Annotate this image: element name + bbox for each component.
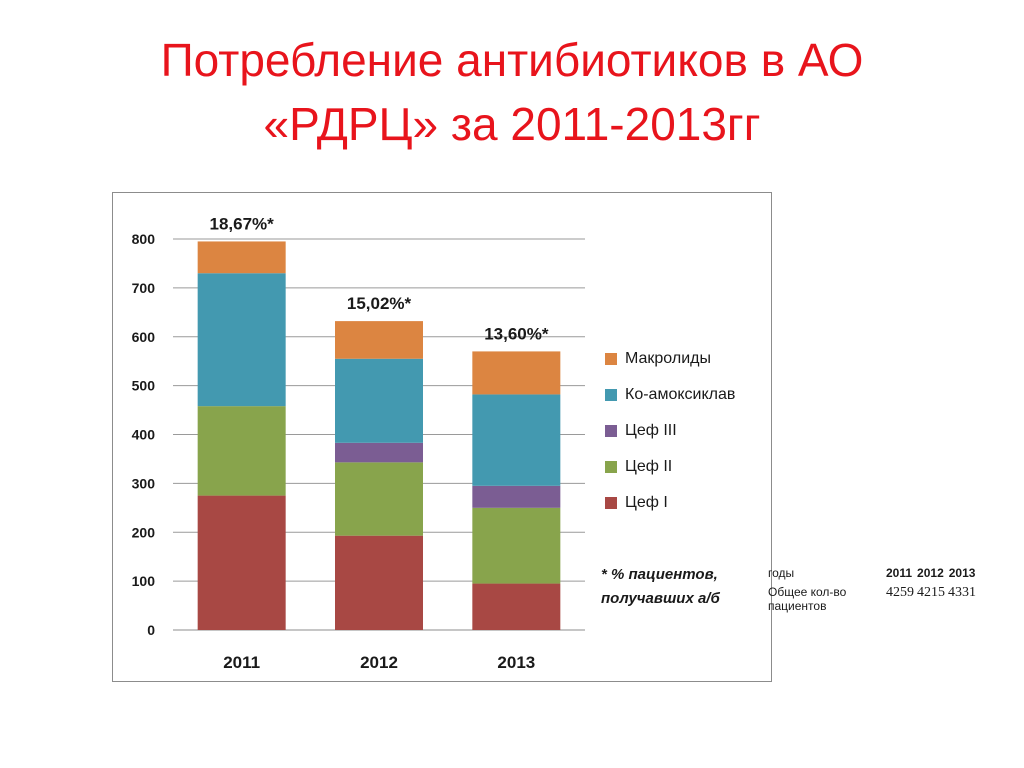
patients-2012: 4215 — [917, 585, 945, 600]
legend-swatch — [605, 497, 617, 509]
bar-segment — [335, 535, 423, 630]
bar-segment — [335, 321, 423, 359]
patients-table-value-row: Общее кол-во пациентов 4259 4215 4331 — [768, 585, 1008, 613]
chart-footnote: * % пациентов, получавших а/б — [601, 566, 720, 607]
bar-segment — [335, 442, 423, 463]
y-tick-label: 800 — [132, 231, 156, 247]
bar-segment — [197, 495, 286, 630]
slide-title-line2: «РДРЦ» за 2011-2013гг — [263, 98, 761, 150]
chart-legend: Макролиды Ко-амоксиклав Цеф III Цеф II Цеф I — [605, 341, 735, 521]
legend-label: Цеф III — [625, 422, 677, 439]
y-tick-label: 100 — [132, 573, 156, 589]
legend-item: Цеф I — [605, 485, 735, 521]
patients-table: годы 2011 2012 2013 Общее кол-во пациент… — [768, 566, 1008, 613]
bar-segment — [472, 394, 561, 486]
chart-frame: 0 100 200 300 400 500 600 700 800 18,67%* 2011 15,0… — [112, 192, 772, 682]
legend-item: Цеф III — [605, 413, 735, 449]
bar-segment — [197, 406, 286, 496]
bar-segment — [197, 241, 286, 274]
legend-item: Макролиды — [605, 341, 735, 377]
year-2013: 2013 — [948, 566, 976, 580]
years-label: годы — [768, 566, 795, 580]
legend-label: Макролиды — [625, 350, 711, 367]
x-category-label: 2011 — [223, 653, 260, 672]
legend-item: Цеф II — [605, 449, 735, 485]
y-tick-label: 200 — [132, 524, 156, 540]
slide-title: Потребление антибиотиков в АО «РДРЦ» за … — [0, 28, 1024, 156]
bar-segment — [335, 462, 423, 536]
bar-segment — [335, 358, 423, 443]
y-tick-label: 400 — [132, 427, 156, 443]
y-tick-label: 0 — [147, 622, 155, 638]
patients-table-header-row: годы 2011 2012 2013 — [768, 566, 1008, 580]
bar-data-label: 18,67%* — [210, 214, 275, 233]
y-tick-label: 300 — [132, 475, 156, 491]
bar-segment — [472, 583, 561, 630]
legend-label: Ко-амоксиклав — [625, 386, 736, 403]
patients-total-label: Общее кол-во пациентов — [768, 585, 847, 613]
y-tick-label: 700 — [132, 280, 156, 296]
patients-2013: 4331 — [948, 585, 976, 600]
bar-data-label: 15,02%* — [347, 294, 412, 313]
bar-segment — [472, 351, 561, 395]
y-tick-label: 500 — [132, 378, 156, 394]
legend-label: Цеф I — [625, 494, 668, 511]
bar-segment — [472, 485, 561, 508]
legend-swatch — [605, 425, 617, 437]
year-2012: 2012 — [917, 566, 944, 580]
x-category-label: 2012 — [360, 653, 398, 672]
year-2011: 2011 — [886, 566, 913, 580]
bar-data-label: 13,60%* — [484, 324, 549, 343]
bar-segment — [197, 273, 286, 407]
legend-swatch — [605, 461, 617, 473]
stacked-bar-chart: 0 100 200 300 400 500 600 700 800 18,67%* 2011 15,0… — [132, 214, 585, 672]
patients-2011: 4259 — [886, 585, 914, 600]
legend-swatch — [605, 353, 617, 365]
slide-title-line1: Потребление антибиотиков в АО — [160, 34, 864, 86]
legend-item: Ко-амоксиклав — [605, 377, 735, 413]
x-category-label: 2013 — [497, 653, 535, 672]
bar-segment — [472, 507, 561, 584]
y-tick-label: 600 — [132, 329, 156, 345]
legend-label: Цеф II — [625, 458, 673, 475]
legend-swatch — [605, 389, 617, 401]
